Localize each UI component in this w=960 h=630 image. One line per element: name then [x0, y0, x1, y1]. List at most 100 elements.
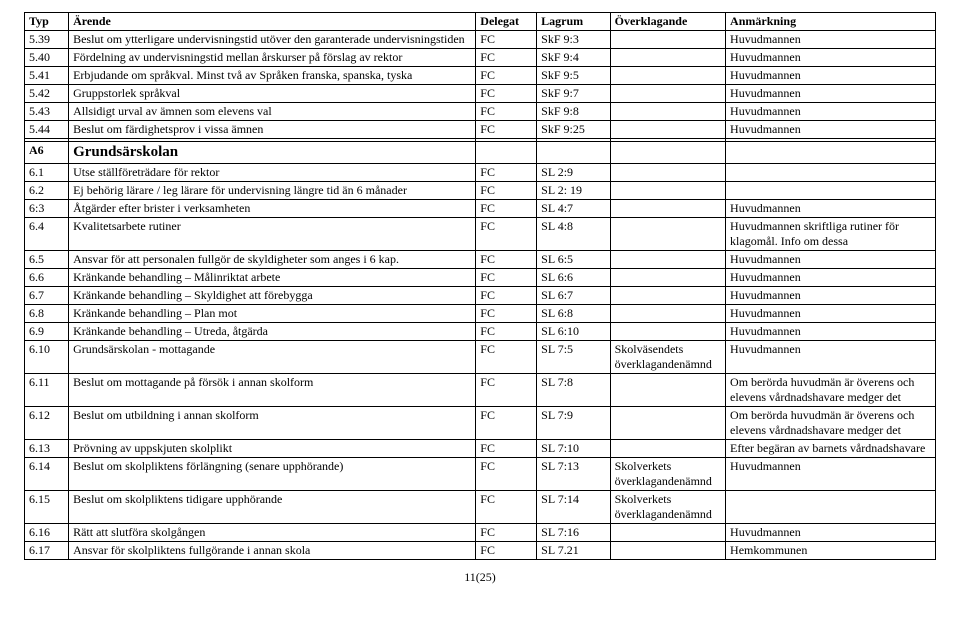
delegation-table: Typ Ärende Delegat Lagrum Överklagande A…: [24, 12, 936, 560]
cell-overkl: [610, 163, 725, 181]
cell-lagrum: SL 7:10: [537, 439, 610, 457]
cell-delegat: FC: [476, 31, 537, 49]
cell-anm: Huvudmannen: [726, 250, 936, 268]
cell-arende: Beslut om mottagande på försök i annan s…: [69, 373, 476, 406]
col-header-typ: Typ: [25, 13, 69, 31]
cell-arende: Kränkande behandling – Plan mot: [69, 304, 476, 322]
cell-typ: 5.43: [25, 103, 69, 121]
cell-delegat: FC: [476, 217, 537, 250]
cell-delegat: FC: [476, 85, 537, 103]
cell-anm: Huvudmannen: [726, 49, 936, 67]
cell-overkl: [610, 103, 725, 121]
col-header-anmarkning: Anmärkning: [726, 13, 936, 31]
cell-overkl: Skolverkets överklagandenämnd: [610, 457, 725, 490]
cell-delegat: FC: [476, 523, 537, 541]
table-row: 5.39Beslut om ytterligare undervisningst…: [25, 31, 936, 49]
cell-delegat: FC: [476, 490, 537, 523]
cell-lagrum: SL 6:7: [537, 286, 610, 304]
cell-overkl: [610, 406, 725, 439]
cell-typ: 6:3: [25, 199, 69, 217]
table-row: 6.12Beslut om utbildning i annan skolfor…: [25, 406, 936, 439]
cell-anm: Om berörda huvudmän är överens och eleve…: [726, 373, 936, 406]
cell-overkl: [610, 85, 725, 103]
cell-typ: 6.11: [25, 373, 69, 406]
cell-typ: 6.15: [25, 490, 69, 523]
cell-anm: Huvudmannen: [726, 67, 936, 85]
cell-overkl: Skolväsendets överklagandenämnd: [610, 340, 725, 373]
cell-arende: Åtgärder efter brister i verksamheten: [69, 199, 476, 217]
cell-typ: 6.13: [25, 439, 69, 457]
table-row: 6:3Åtgärder efter brister i verksamheten…: [25, 199, 936, 217]
cell-delegat: FC: [476, 541, 537, 559]
cell-delegat: FC: [476, 250, 537, 268]
section-title: Grundsärskolan: [69, 142, 476, 164]
cell-overkl: [610, 523, 725, 541]
cell-arende: Prövning av uppskjuten skolplikt: [69, 439, 476, 457]
cell-typ: 6.9: [25, 322, 69, 340]
cell-delegat: FC: [476, 439, 537, 457]
table-row: 6.10Grundsärskolan - mottagandeFCSL 7:5S…: [25, 340, 936, 373]
col-header-overklagande: Överklagande: [610, 13, 725, 31]
cell-typ: 6.5: [25, 250, 69, 268]
cell-arende: Beslut om utbildning i annan skolform: [69, 406, 476, 439]
cell-anm: Huvudmannen: [726, 85, 936, 103]
cell-anm: [726, 181, 936, 199]
cell-lagrum: SkF 9:5: [537, 67, 610, 85]
cell-overkl: [610, 250, 725, 268]
cell-overkl: [610, 67, 725, 85]
table-row: 6.6Kränkande behandling – Målinriktat ar…: [25, 268, 936, 286]
col-header-lagrum: Lagrum: [537, 13, 610, 31]
cell-delegat: FC: [476, 304, 537, 322]
col-header-delegat: Delegat: [476, 13, 537, 31]
cell-lagrum: SkF 9:7: [537, 85, 610, 103]
cell-arende: Ansvar för skolpliktens fullgörande i an…: [69, 541, 476, 559]
cell-lagrum: SL 6:8: [537, 304, 610, 322]
cell-delegat: FC: [476, 67, 537, 85]
table-row: 5.43Allsidigt urval av ämnen som elevens…: [25, 103, 936, 121]
cell-typ: 6.17: [25, 541, 69, 559]
cell-arende: Beslut om färdighetsprov i vissa ämnen: [69, 121, 476, 139]
cell-lagrum: SL 7:13: [537, 457, 610, 490]
cell-typ: 6.10: [25, 340, 69, 373]
cell-arende: Grundsärskolan - mottagande: [69, 340, 476, 373]
cell-typ: 6.12: [25, 406, 69, 439]
cell-lagrum: SL 6:6: [537, 268, 610, 286]
cell-arende: Allsidigt urval av ämnen som elevens val: [69, 103, 476, 121]
cell-lagrum: SL 7:9: [537, 406, 610, 439]
cell-arende: Gruppstorlek språkval: [69, 85, 476, 103]
cell-arende: Ansvar för att personalen fullgör de sky…: [69, 250, 476, 268]
cell-delegat: FC: [476, 457, 537, 490]
page-footer: 11(25): [24, 570, 936, 585]
cell-delegat: FC: [476, 373, 537, 406]
table-row: 5.40Fördelning av undervisningstid mella…: [25, 49, 936, 67]
table-row: 5.44Beslut om färdighetsprov i vissa ämn…: [25, 121, 936, 139]
cell-overkl: [610, 268, 725, 286]
cell-arende: Beslut om skolpliktens tidigare upphöran…: [69, 490, 476, 523]
cell-arende: Ej behörig lärare / leg lärare för under…: [69, 181, 476, 199]
table-row: 5.42Gruppstorlek språkvalFCSkF 9:7Huvudm…: [25, 85, 936, 103]
cell-typ: 6.6: [25, 268, 69, 286]
cell-anm: Huvudmannen: [726, 340, 936, 373]
table-row: 6.15Beslut om skolpliktens tidigare upph…: [25, 490, 936, 523]
cell-delegat: FC: [476, 286, 537, 304]
cell-typ: 6.7: [25, 286, 69, 304]
cell-lagrum: SkF 9:4: [537, 49, 610, 67]
cell-overkl: [610, 31, 725, 49]
cell-delegat: FC: [476, 340, 537, 373]
cell-arende: Kränkande behandling – Skyldighet att fö…: [69, 286, 476, 304]
cell-typ: 5.39: [25, 31, 69, 49]
cell-overkl: [610, 373, 725, 406]
cell-arende: Utse ställföreträdare för rektor: [69, 163, 476, 181]
cell-arende: Kvalitetsarbete rutiner: [69, 217, 476, 250]
cell-typ: 5.40: [25, 49, 69, 67]
cell-arende: Rätt att slutföra skolgången: [69, 523, 476, 541]
cell-lagrum: SL 6:10: [537, 322, 610, 340]
cell-lagrum: SkF 9:8: [537, 103, 610, 121]
cell-delegat: FC: [476, 199, 537, 217]
cell-overkl: Skolverkets överklagandenämnd: [610, 490, 725, 523]
cell-arende: Beslut om ytterligare undervisningstid u…: [69, 31, 476, 49]
cell-lagrum: SL 7:5: [537, 340, 610, 373]
cell-typ: 6.16: [25, 523, 69, 541]
cell-delegat: FC: [476, 103, 537, 121]
cell-anm: Huvudmannen: [726, 268, 936, 286]
